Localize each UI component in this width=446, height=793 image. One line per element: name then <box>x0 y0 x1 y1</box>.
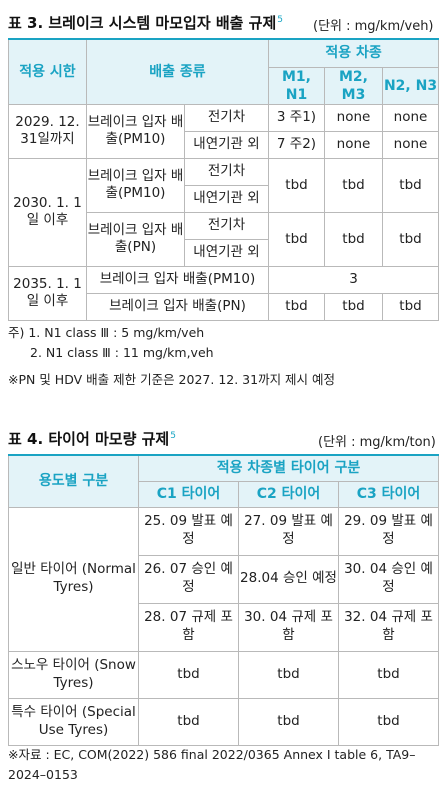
t4-cell: 28. 07 규제 포함 <box>138 602 239 652</box>
t3-head-period: 적용 시한 <box>8 38 87 105</box>
t3-type-2035-pm10: 브레이크 입자 배출(PM10) <box>86 265 269 294</box>
t4-cell: 26. 07 승인 예정 <box>138 554 239 604</box>
t4-cell: 29. 09 발표 예정 <box>338 506 439 556</box>
t3-cell: tbd <box>381 292 440 321</box>
t4-cell: tbd <box>338 650 439 699</box>
t3-cell: 3 주1) <box>268 103 325 132</box>
table4-unit: (단위 : mg/km/ton) <box>318 435 436 450</box>
t3-cell: 7 주2) <box>268 130 325 159</box>
t3-sub-ev: 전기차 <box>184 103 269 132</box>
table3-note-2: 2. N1 class Ⅲ : 11 mg/km,veh <box>30 345 214 360</box>
t3-cell: 3 <box>267 265 440 294</box>
t4-cell: tbd <box>138 650 239 699</box>
t4-cell: 25. 09 발표 예정 <box>138 506 239 556</box>
t3-type-2035-pn: 브레이크 입자 배출(PN) <box>86 292 269 321</box>
t3-head-group: 적용 차종 <box>267 38 440 68</box>
t4-cell: tbd <box>138 697 239 746</box>
t3-sub-ice: 내연기관 외 <box>184 184 269 213</box>
t4-label-snow: 스노우 타이어 (Snow Tyres) <box>8 650 139 699</box>
t4-head-c2: C2 타이어 <box>238 480 339 508</box>
t3-cell: tbd <box>324 157 383 213</box>
t4-head-usage: 용도별 구분 <box>8 454 139 508</box>
t3-type-2029: 브레이크 입자 배출(PM10) <box>86 103 185 159</box>
t3-cell: tbd <box>324 211 383 267</box>
t3-cell: none <box>324 103 383 132</box>
t3-cell: none <box>381 103 440 132</box>
t3-type-2030-pn: 브레이크 입자 배출(PN) <box>86 211 185 267</box>
t3-head-n2: N2, N3 <box>381 66 440 105</box>
t3-cell: tbd <box>268 211 325 267</box>
t3-period-2029: 2029. 12. 31일까지 <box>8 103 87 159</box>
t3-cell: tbd <box>268 292 325 321</box>
t4-cell: 30. 04 규제 포함 <box>238 602 339 652</box>
t4-cell: tbd <box>338 697 439 746</box>
t3-cell: none <box>324 130 383 159</box>
t4-cell: 28.04 승인 예정 <box>238 554 339 604</box>
t3-type-2030-pm10: 브레이크 입자 배출(PM10) <box>86 157 185 213</box>
t3-head-type: 배출 종류 <box>86 38 269 105</box>
table4-source: ※자료 : EC, COM(2022) 586 final 2022/0365 … <box>8 747 416 782</box>
t3-cell: none <box>381 130 440 159</box>
t3-period-2035: 2035. 1. 1일 이후 <box>8 265 87 321</box>
t3-sub-ev: 전기차 <box>184 157 269 186</box>
t4-cell: 32. 04 규제 포함 <box>338 602 439 652</box>
t3-sub-ice: 내연기관 외 <box>184 238 269 267</box>
t4-cell: tbd <box>238 650 339 699</box>
table3-unit: (단위 : mg/km/veh) <box>313 19 434 34</box>
table4: 용도별 구분 적용 차종별 타이어 구분 C1 타이어 C2 타이어 C3 타이… <box>8 454 439 746</box>
table4-caption: 표 4. 타이어 마모량 규제5 <box>8 430 176 448</box>
t4-head-group: 적용 차종별 타이어 구분 <box>138 454 439 482</box>
t4-cell: tbd <box>238 697 339 746</box>
t4-cell: 30. 04 승인 예정 <box>338 554 439 604</box>
t3-head-m1: M1, N1 <box>268 66 325 105</box>
table3-note-3: ※PN 및 HDV 배출 제한 기준은 2027. 12. 31까지 제시 예정 <box>8 372 336 387</box>
t3-cell: tbd <box>381 211 440 267</box>
t3-head-m2: M2, M3 <box>324 66 383 105</box>
t4-label-special: 특수 타이어 (Special Use Tyres) <box>8 697 139 746</box>
t4-head-c3: C3 타이어 <box>338 480 439 508</box>
table3: 적용 시한 배출 종류 적용 차종 M1, N1 M2, M3 N2, N3 2… <box>8 38 440 321</box>
t3-cell: tbd <box>268 157 325 213</box>
t4-head-c1: C1 타이어 <box>138 480 239 508</box>
t4-cell: 27. 09 발표 예정 <box>238 506 339 556</box>
t3-period-2030: 2030. 1. 1일 이후 <box>8 157 87 267</box>
table3-note-1: 주) 1. N1 class Ⅲ : 5 mg/km/veh <box>8 325 205 340</box>
t4-label-normal: 일반 타이어 (Normal Tyres) <box>8 506 139 652</box>
t3-cell: tbd <box>381 157 440 213</box>
table3-caption: 표 3. 브레이크 시스템 마모입자 배출 규제5 <box>8 14 284 32</box>
t3-cell: tbd <box>324 292 383 321</box>
t3-sub-ev: 전기차 <box>184 211 269 240</box>
t3-sub-ice: 내연기관 외 <box>184 130 269 159</box>
